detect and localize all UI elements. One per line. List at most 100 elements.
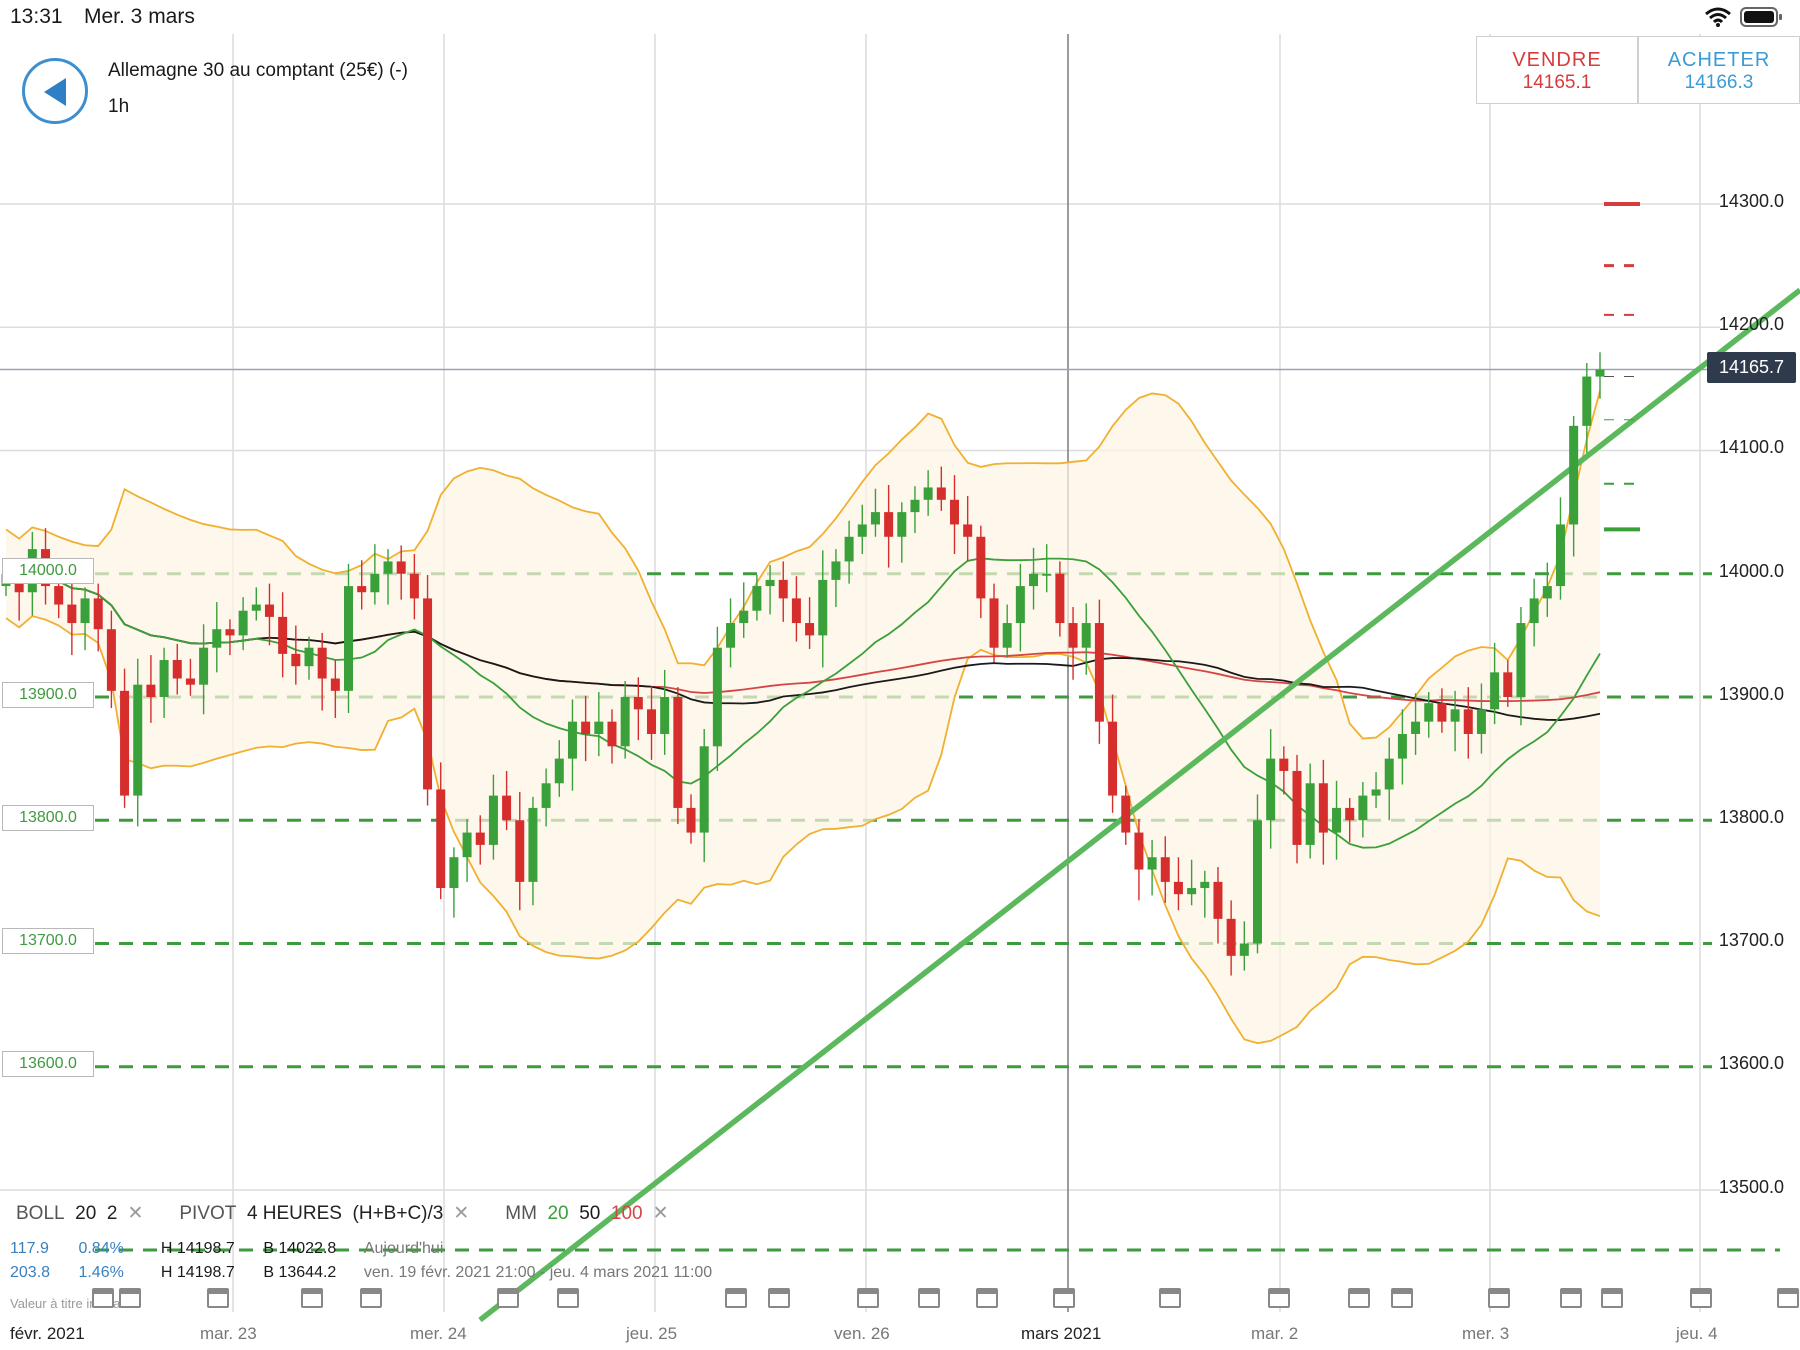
- pivot-name: PIVOT: [179, 1203, 237, 1224]
- candle-bear: [581, 721, 591, 734]
- calendar-icon[interactable]: [1601, 1288, 1623, 1308]
- sell-label: VENDRE: [1512, 49, 1602, 71]
- candle-bull: [1582, 376, 1592, 426]
- y-tick: 13500.0: [1718, 1177, 1784, 1197]
- candle-bull: [541, 783, 551, 808]
- candle-bear: [396, 561, 406, 574]
- candle-bull: [1029, 573, 1039, 587]
- candle-bull: [1371, 789, 1381, 796]
- status-time: 13:31: [10, 5, 63, 28]
- candle-bull: [1081, 623, 1091, 648]
- stats-period: 203.8 1.46% H 14198.7 B 13644.2 ven. 19 …: [10, 1264, 712, 1282]
- pivot-formula: (H+B+C)/3: [352, 1203, 444, 1224]
- calendar-icon[interactable]: [360, 1288, 382, 1308]
- calendar-icon[interactable]: [1560, 1288, 1582, 1308]
- x-tick: mar. 2: [1251, 1324, 1299, 1343]
- calendar-icon[interactable]: [1348, 1288, 1370, 1308]
- calendar-icon[interactable]: [207, 1288, 229, 1308]
- candle-bear: [1318, 783, 1328, 833]
- stat-low: B 13644.2: [263, 1264, 337, 1281]
- back-button[interactable]: [22, 58, 88, 124]
- calendar-icon[interactable]: [1159, 1288, 1181, 1308]
- candle-bear: [436, 789, 446, 889]
- candle-bull: [752, 586, 762, 611]
- candle-bull: [1397, 733, 1407, 759]
- candle-bull: [462, 832, 472, 858]
- candle-bull: [1411, 721, 1421, 734]
- y-tick: 14100.0: [1718, 437, 1784, 457]
- calendar-icon[interactable]: [725, 1288, 747, 1308]
- calendar-icon[interactable]: [92, 1288, 114, 1308]
- calendar-icon[interactable]: [557, 1288, 579, 1308]
- candle-bull: [818, 579, 828, 636]
- buy-price: 14166.3: [1684, 72, 1754, 93]
- candle-bear: [1160, 857, 1170, 882]
- candle-bull: [699, 746, 709, 833]
- x-tick: ven. 26: [834, 1324, 890, 1343]
- candle-bull: [620, 697, 630, 747]
- calendar-icon[interactable]: [1053, 1288, 1075, 1308]
- calendar-icon[interactable]: [857, 1288, 879, 1308]
- bollinger-lower: [5, 615, 1601, 1045]
- candle-bull: [1516, 623, 1526, 697]
- candle-bear: [1292, 770, 1302, 845]
- candle-bull: [1187, 888, 1197, 895]
- boll-dev: 2: [106, 1203, 118, 1224]
- candle-bull: [1200, 881, 1210, 889]
- mm-name: MM: [505, 1203, 537, 1224]
- candle-bear: [409, 573, 419, 599]
- candle-bear: [185, 678, 195, 685]
- x-tick: jeu. 25: [626, 1324, 678, 1343]
- y-tick: 13800.0: [1718, 807, 1784, 827]
- buy-button[interactable]: ACHETER 14166.3: [1638, 36, 1800, 104]
- calendar-icon[interactable]: [301, 1288, 323, 1308]
- candle-bull: [594, 721, 604, 734]
- candle-bull: [344, 586, 354, 691]
- remove-mm-icon[interactable]: ✕: [652, 1203, 669, 1224]
- remove-pivot-icon[interactable]: ✕: [453, 1203, 470, 1224]
- candle-bear: [1345, 807, 1355, 821]
- calendar-icon[interactable]: [768, 1288, 790, 1308]
- y-tick: 14000.0: [1718, 561, 1784, 581]
- remove-boll-icon[interactable]: ✕: [127, 1203, 144, 1224]
- sell-button[interactable]: VENDRE 14165.1: [1476, 36, 1638, 104]
- candle-bear: [225, 629, 235, 636]
- candle-bear: [778, 579, 788, 599]
- candle-bull: [897, 512, 907, 537]
- candle-bear: [805, 623, 815, 636]
- y-tick: 14300.0: [1718, 191, 1784, 211]
- stats-today: 117.9 0.84% H 14198.7 B 14022.8 Aujourd'…: [10, 1240, 443, 1258]
- candle-bull: [1595, 369, 1605, 377]
- calendar-icon[interactable]: [119, 1288, 141, 1308]
- pivot-level-box: 13900.0: [2, 682, 94, 708]
- candle-bear: [515, 820, 525, 882]
- battery-icon: [1740, 7, 1782, 27]
- candle-bear: [1173, 881, 1183, 895]
- candle-bear: [633, 697, 643, 710]
- candle-bear: [146, 684, 156, 697]
- candle-bear: [120, 690, 130, 796]
- candle-bear: [963, 524, 973, 537]
- candle-bear: [1068, 623, 1078, 648]
- candle-bear: [278, 616, 288, 654]
- calendar-icon[interactable]: [1690, 1288, 1712, 1308]
- calendar-icon[interactable]: [497, 1288, 519, 1308]
- candle-bull: [133, 684, 143, 796]
- calendar-icon[interactable]: [1268, 1288, 1290, 1308]
- candle-bear: [1055, 573, 1065, 624]
- candle-bull: [1015, 586, 1025, 624]
- calendar-icon[interactable]: [918, 1288, 940, 1308]
- calendar-icon[interactable]: [976, 1288, 998, 1308]
- ma20-line: [5, 557, 1601, 849]
- timeframe-label[interactable]: 1h: [108, 96, 130, 117]
- candle-bull: [844, 536, 854, 562]
- calendar-icon[interactable]: [1391, 1288, 1413, 1308]
- candle-bull: [1266, 758, 1276, 821]
- calendar-icon[interactable]: [1488, 1288, 1510, 1308]
- x-tick: mer. 3: [1462, 1324, 1510, 1343]
- stat-high: H 14198.7: [160, 1264, 235, 1281]
- candle-bull: [870, 512, 880, 525]
- calendar-icon[interactable]: [1777, 1288, 1799, 1308]
- candle-bull: [159, 660, 169, 697]
